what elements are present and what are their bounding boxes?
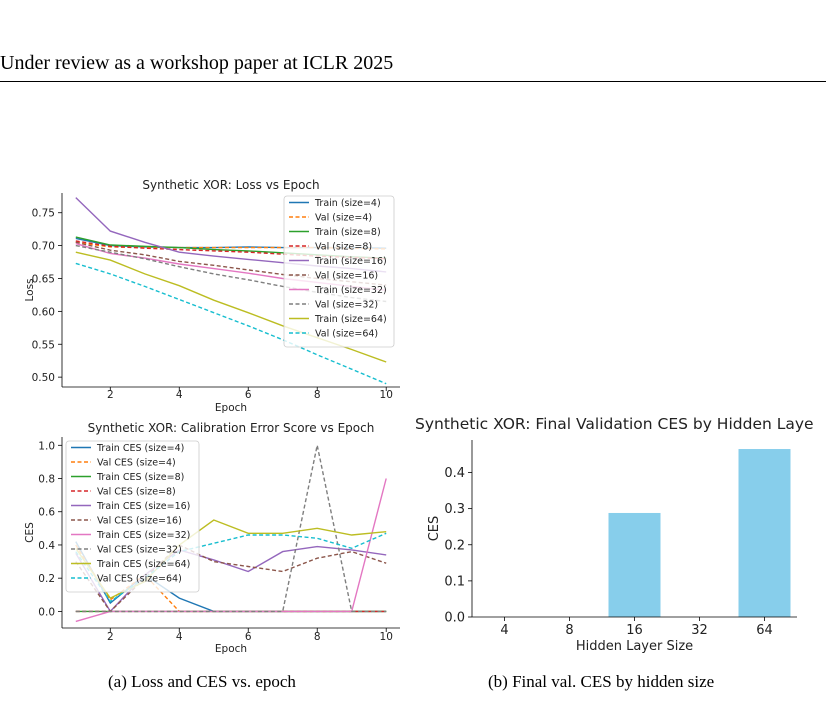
c2-y-tick-label-4: 0.4 [444,466,465,481]
c2-y-tick-label-1: 0.1 [444,574,465,589]
c2-x-tick-label-3: 32 [691,623,708,638]
c1-legend-label-6: Train CES (size=32) [96,530,190,541]
c2-y-axis-label: CES [427,516,442,542]
c1-y-tick-label-2: 0.4 [38,540,55,552]
c2-bar-2 [608,512,661,617]
c1-series-line-5 [75,544,387,613]
c0-series-line-3 [75,240,387,260]
c0-series-line-9 [75,262,387,385]
caption-b: (b) Final val. CES by hidden size [488,672,715,691]
c0-legend-label-5: Val (size=16) [315,271,378,282]
caption-a: (a) Loss and CES vs. epoch [108,672,296,691]
c1-y-axis-label: CES [24,522,36,543]
c0-legend-label-0: Train (size=4) [314,198,381,209]
c2-x-tick-label-2: 16 [626,623,643,638]
c1-x-tick-label-4: 10 [380,631,393,643]
c1-y-tick-label-5: 1.0 [38,440,55,452]
c0-legend-label-1: Val (size=4) [315,213,372,224]
c0-y-axis-label: Loss [24,278,36,301]
c1-y-tick-label-3: 0.6 [38,507,55,519]
c2-x-tick-label-0: 4 [500,623,508,638]
c2-x-tick-label-4: 64 [756,623,773,638]
c0-title: Synthetic XOR: Loss vs Epoch [142,178,319,192]
c0-y-tick-label-2: 0.60 [32,306,55,318]
c2-bar-4 [738,449,791,617]
c0-x-tick-label-2: 6 [245,389,252,401]
c0-legend-label-6: Train (size=32) [314,285,387,296]
c1-legend-label-4: Train CES (size=16) [96,501,190,512]
c1-series-line-6 [75,478,387,623]
c1-legend-label-2: Train CES (size=8) [96,472,184,483]
c1-legend-label-5: Val CES (size=16) [97,516,182,527]
c0-x-tick-label-4: 10 [380,389,393,401]
c1-legend-label-7: Val CES (size=32) [97,545,182,556]
c0-x-tick-label-0: 2 [107,389,114,401]
c0-legend-label-2: Train (size=8) [314,227,381,238]
c1-legend-label-8: Train CES (size=64) [96,559,190,570]
c2-y-tick-label-2: 0.2 [444,538,465,553]
c1-legend-label-9: Val CES (size=64) [97,574,182,585]
c0-y-tick-label-5: 0.75 [32,208,55,220]
c1-y-tick-label-0: 0.0 [38,606,55,618]
c0-legend-label-8: Train (size=64) [314,314,387,325]
c0-legend-label-3: Val (size=8) [315,242,372,253]
c1-y-tick-label-1: 0.2 [38,573,55,585]
c0-y-tick-label-4: 0.70 [32,241,55,253]
c0-legend-label-4: Train (size=16) [314,256,387,267]
c0-legend-label-7: Val (size=32) [315,300,378,311]
paper-header: Under review as a workshop paper at ICLR… [0,52,394,74]
c1-x-tick-label-1: 4 [176,631,183,643]
c2-x-axis-label: Hidden Layer Size [576,639,693,654]
c1-title: Synthetic XOR: Calibration Error Score v… [88,421,375,435]
c0-y-tick-label-3: 0.65 [32,273,55,285]
c1-legend-box [65,440,200,593]
c0-x-tick-label-3: 8 [314,389,321,401]
c2-y-tick-label-0: 0.0 [444,611,465,626]
header-rule [0,81,826,82]
c2-x-tick-label-1: 8 [565,623,573,638]
c1-legend-label-1: Val CES (size=4) [97,458,176,469]
c1-x-tick-label-0: 2 [107,631,114,643]
c1-series-line-4 [75,545,387,613]
c1-legend-label-0: Train CES (size=4) [96,443,184,454]
c0-x-tick-label-1: 4 [176,389,183,401]
c0-x-axis-label: Epoch [215,402,247,414]
c0-legend-label-9: Val (size=64) [315,329,378,340]
c2-title: Synthetic XOR: Final Validation CES by H… [415,415,814,433]
c2-y-tick-label-3: 0.3 [444,502,465,517]
c1-legend-label-3: Val CES (size=8) [97,487,176,498]
c1-x-axis-label: Epoch [215,643,247,655]
c1-x-tick-label-3: 8 [314,631,321,643]
c1-y-tick-label-4: 0.8 [38,474,55,486]
c1-x-tick-label-2: 6 [245,631,252,643]
c0-y-tick-label-1: 0.55 [32,339,55,351]
c0-y-tick-label-0: 0.50 [32,372,55,384]
c0-legend-box [283,195,395,348]
